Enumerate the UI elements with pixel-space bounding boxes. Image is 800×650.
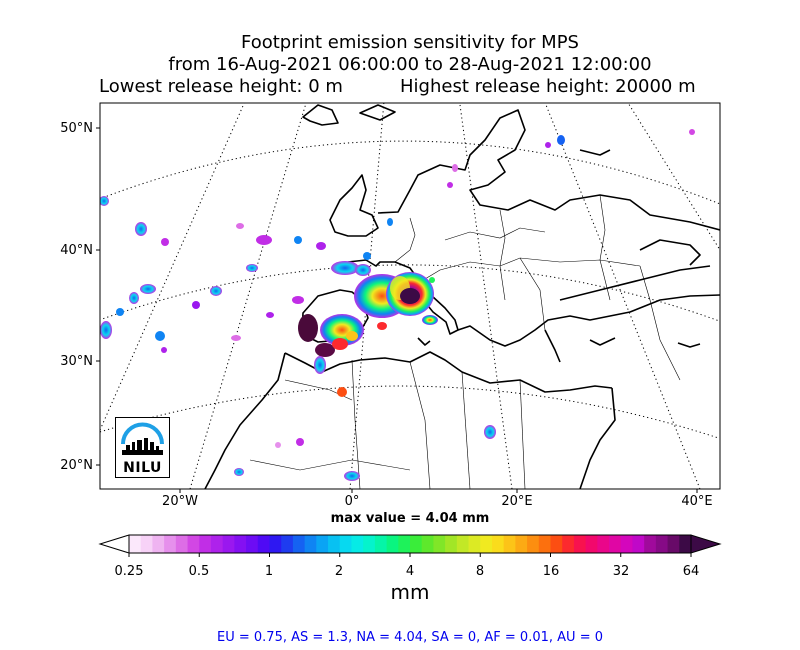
colorbar-segment (468, 535, 481, 553)
colorbar-segment (410, 535, 423, 553)
lat-label-50n: 50°N (60, 121, 93, 136)
colorbar-segment (573, 535, 587, 553)
colorbar-segment (585, 535, 598, 553)
colorbar-segment (351, 535, 364, 553)
colorbar-segment (129, 535, 142, 553)
colorbar-segment (374, 535, 387, 553)
colorbar-segment (527, 535, 540, 553)
colorbar-tick-label: 16 (542, 564, 560, 579)
map-frame (99, 102, 721, 490)
lon-label-20w: 20°W (162, 494, 198, 509)
map-title-line2: from 16-Aug-2021 06:00:00 to 28-Aug-2021… (168, 54, 652, 75)
colorbar-segment (655, 535, 668, 553)
colorbar-segment (199, 535, 212, 553)
lat-label-30n: 30°N (60, 354, 93, 369)
colorbar-segment (316, 535, 329, 553)
nilu-logo: NILU (115, 417, 170, 478)
colorbar-segment (421, 535, 434, 553)
region-summary-footer: EU = 0.75, AS = 1.3, NA = 4.04, SA = 0, … (217, 630, 603, 645)
colorbar-tick-label: 0.25 (114, 564, 144, 579)
latitude-gridlines (100, 140, 720, 440)
colorbar-segment (339, 535, 352, 553)
colorbar-segment (503, 535, 516, 553)
axis-ticks (96, 127, 698, 493)
colorbar-tick-label: 64 (682, 564, 700, 579)
colorbar-segment (398, 535, 411, 553)
colorbar-segment (491, 535, 505, 553)
colorbar-tick-label: 32 (612, 564, 630, 579)
colorbar-segment (538, 535, 551, 553)
lat-label-40n: 40°N (60, 243, 93, 258)
colorbar-segment (234, 535, 247, 553)
colorbar-segment (246, 535, 259, 553)
colorbar-tick-label: 2 (334, 564, 344, 579)
colorbar-segment (433, 535, 446, 553)
colorbar-segment (257, 535, 270, 553)
colorbar-segment (609, 535, 622, 553)
colorbar-segment (550, 535, 563, 553)
lat-label-20n: 20°N (60, 458, 93, 473)
colorbar-segment (152, 535, 165, 553)
colorbar-segment (328, 535, 341, 553)
colorbar-segment (164, 535, 177, 553)
colorbar-segment (210, 535, 224, 553)
lon-label-40e: 40°E (681, 494, 713, 509)
lon-label-0: 0° (344, 494, 360, 509)
country-borders (249, 194, 681, 489)
colorbar-segment (480, 535, 493, 553)
colorbar-tick-label: 4 (405, 564, 415, 579)
colorbar-segment (140, 535, 153, 553)
colorbar-segment (679, 535, 692, 553)
colorbar-segment (515, 535, 528, 553)
colorbar (98, 534, 722, 557)
colorbar-unit-label: mm (390, 580, 430, 604)
nilu-logo-graphic (121, 422, 164, 455)
colorbar-segment (597, 535, 610, 553)
logo-text: NILU (123, 460, 162, 476)
colorbar-segment (632, 535, 645, 553)
lon-label-20e: 20°E (501, 494, 533, 509)
footprint-overlay (100, 129, 695, 481)
colorbar-under-arrow (98, 534, 130, 554)
coastlines (204, 104, 720, 489)
colorbar-segment (292, 535, 306, 553)
colorbar-segment (363, 535, 376, 553)
map-area (100, 103, 720, 489)
colorbar-segment (620, 535, 633, 553)
highest-release-height: Highest release height: 20000 m (400, 76, 696, 97)
colorbar-segment (562, 535, 575, 553)
longitude-gridlines (100, 103, 720, 489)
colorbar-segment (304, 535, 317, 553)
colorbar-over-arrow (690, 534, 722, 554)
max-value-label: max value = 4.04 mm (330, 511, 490, 526)
colorbar-segment (187, 535, 200, 553)
colorbar-segment (445, 535, 458, 553)
colorbar-tick-label: 1 (264, 564, 274, 579)
colorbar-segment (222, 535, 235, 553)
colorbar-segment (175, 535, 188, 553)
colorbar-segment (386, 535, 399, 553)
colorbar-segment (456, 535, 469, 553)
colorbar-tick-label: 8 (475, 564, 485, 579)
lowest-release-height: Lowest release height: 0 m (99, 76, 343, 97)
colorbar-segment (281, 535, 294, 553)
colorbar-tick-label: 0.5 (188, 564, 210, 579)
colorbar-segment (667, 535, 680, 553)
colorbar-segment (644, 535, 657, 553)
colorbar-segment (269, 535, 282, 553)
map-title-line1: Footprint emission sensitivity for MPS (241, 32, 579, 53)
